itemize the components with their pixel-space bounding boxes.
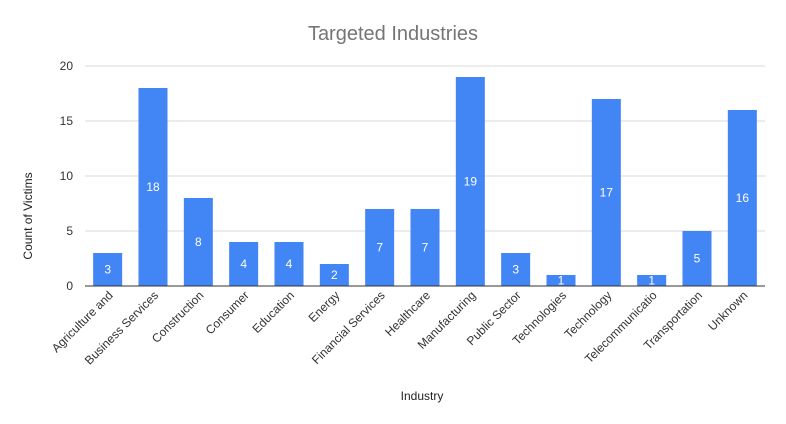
bar xyxy=(229,242,259,286)
bar xyxy=(501,253,531,286)
data-label: 1 xyxy=(558,274,565,288)
data-label: 3 xyxy=(104,263,111,277)
bar xyxy=(93,253,123,286)
bar xyxy=(546,275,576,286)
x-axis-label: Industry xyxy=(401,389,444,403)
chart-title: Targeted Industries xyxy=(308,23,478,45)
data-label: 17 xyxy=(600,186,614,200)
data-label: 1 xyxy=(648,274,655,288)
bar xyxy=(455,77,485,286)
bar xyxy=(274,242,304,286)
y-tick-label: 15 xyxy=(60,114,74,128)
data-label: 18 xyxy=(146,180,160,194)
x-tick-label: Unknown xyxy=(705,288,750,333)
data-label: 5 xyxy=(694,252,701,266)
x-tick-label: Consumer xyxy=(203,288,252,337)
y-axis-ticks: 0 5 10 15 20 xyxy=(60,59,74,293)
data-label: 8 xyxy=(195,235,202,249)
data-label: 2 xyxy=(331,268,338,282)
bar xyxy=(727,110,757,286)
bar xyxy=(682,231,712,286)
y-tick-label: 5 xyxy=(66,224,73,238)
y-tick-label: 20 xyxy=(60,59,74,73)
data-label: 7 xyxy=(422,241,429,255)
bar xyxy=(410,209,440,286)
bar xyxy=(637,275,667,286)
data-label: 3 xyxy=(512,263,519,277)
data-label: 7 xyxy=(376,241,383,255)
bar xyxy=(591,99,621,286)
bar xyxy=(319,264,349,286)
bar xyxy=(365,209,395,286)
bar xyxy=(183,198,213,286)
y-tick-label: 10 xyxy=(60,169,74,183)
data-label: 19 xyxy=(464,175,478,189)
data-label: 4 xyxy=(286,257,293,271)
x-tick-label: Energy xyxy=(306,288,343,325)
bar xyxy=(138,88,168,286)
data-label: 4 xyxy=(240,257,247,271)
x-tick-label: Education xyxy=(249,288,297,336)
data-label: 16 xyxy=(736,191,750,205)
y-tick-label: 0 xyxy=(66,279,73,293)
y-axis-label: Count of Victims xyxy=(21,172,35,259)
